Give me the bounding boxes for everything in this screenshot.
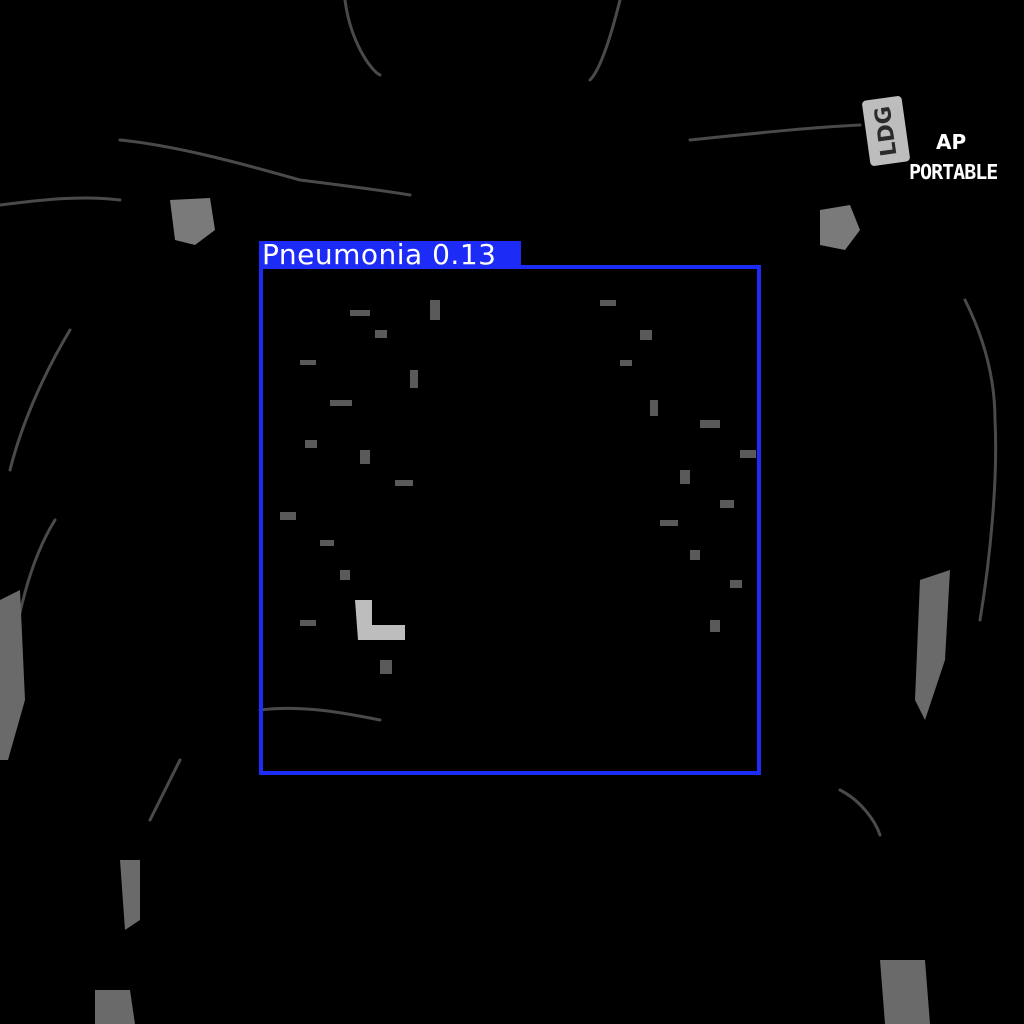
detection-class: Pneumonia — [262, 238, 423, 271]
view-label: AP — [936, 130, 967, 154]
mode-label: PORTABLE — [909, 160, 998, 184]
detection-bounding-box — [259, 265, 761, 775]
detection-confidence: 0.13 — [432, 238, 497, 271]
side-marker-text: LDG — [870, 104, 902, 158]
detection-label: Pneumonia 0.13 — [259, 238, 521, 271]
